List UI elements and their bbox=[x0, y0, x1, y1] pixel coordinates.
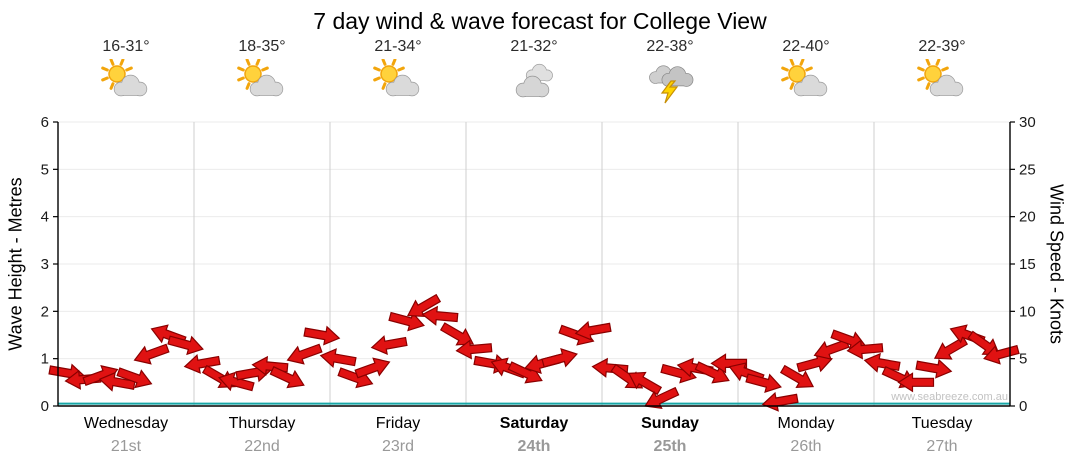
right-tick-label: 25 bbox=[1019, 161, 1036, 178]
wind-arrow bbox=[116, 367, 153, 389]
wind-arrow bbox=[319, 348, 357, 369]
wind-arrow bbox=[218, 371, 255, 392]
wind-arrow bbox=[710, 353, 748, 374]
left-tick-label: 1 bbox=[41, 351, 49, 368]
day-label: Tuesday 27th bbox=[874, 415, 1010, 456]
day-date: 21st bbox=[110, 438, 142, 455]
day-name: Wednesday bbox=[83, 415, 169, 432]
wind-arrow bbox=[863, 352, 901, 373]
sun-cloud-icon bbox=[194, 58, 330, 107]
wind-arrow bbox=[286, 343, 323, 365]
wind-arrow bbox=[354, 357, 391, 379]
day-label: Wednesday 21st bbox=[58, 415, 194, 456]
wind-arrow bbox=[269, 365, 305, 389]
day-header: 22-39° bbox=[874, 38, 1010, 107]
left-tick-label: 5 bbox=[41, 161, 49, 178]
sun-cloud-icon bbox=[330, 58, 466, 107]
day-header: 21-34° bbox=[330, 38, 466, 107]
day-name: Saturday bbox=[499, 415, 569, 432]
wind-arrow bbox=[183, 354, 221, 374]
wind-arrow bbox=[167, 335, 204, 356]
wind-arrow bbox=[846, 339, 884, 360]
right-tick-label: 5 bbox=[1019, 351, 1027, 368]
day-header: 16-31° bbox=[58, 38, 194, 107]
day-temp-range: 22-38° bbox=[646, 38, 694, 55]
wind-arrow bbox=[796, 352, 833, 373]
right-tick-label: 30 bbox=[1019, 114, 1036, 131]
right-tick-label: 15 bbox=[1019, 256, 1036, 273]
day-label: Thursday 22nd bbox=[194, 415, 330, 456]
cloud-icon bbox=[466, 59, 602, 107]
day-name: Monday bbox=[777, 415, 835, 432]
day-label: Sunday 25th bbox=[602, 415, 738, 456]
day-temp-range: 21-34° bbox=[374, 38, 422, 55]
day-date: 26th bbox=[790, 438, 822, 455]
day-header: 18-35° bbox=[194, 38, 330, 107]
day-date: 24th bbox=[517, 438, 551, 455]
day-date: 22nd bbox=[244, 438, 280, 455]
wind-arrow bbox=[388, 311, 425, 332]
page-title: 7 day wind & wave forecast for College V… bbox=[313, 8, 767, 34]
wind-arrow bbox=[574, 320, 612, 341]
day-date: 27th bbox=[926, 438, 958, 455]
sun-cloud-icon bbox=[874, 58, 1010, 107]
lightning-bolt bbox=[660, 80, 679, 104]
day-temp-range: 16-31° bbox=[102, 38, 150, 55]
sun-cloud-icon bbox=[58, 58, 194, 107]
wind-arrow bbox=[779, 364, 815, 389]
left-tick-label: 3 bbox=[41, 256, 49, 273]
wind-arrow bbox=[133, 343, 170, 365]
wind-arrow bbox=[421, 305, 459, 326]
wind-arrow bbox=[644, 386, 680, 410]
day-temp-range: 18-35° bbox=[238, 38, 286, 55]
day-label: Monday 26th bbox=[738, 415, 874, 456]
day-label: Friday 23rd bbox=[330, 415, 466, 456]
left-tick-label: 6 bbox=[41, 114, 49, 131]
wind-arrow bbox=[303, 325, 341, 346]
left-tick-label: 2 bbox=[41, 303, 49, 320]
day-name: Tuesday bbox=[911, 415, 973, 432]
right-tick-label: 10 bbox=[1019, 303, 1036, 320]
day-name: Sunday bbox=[641, 415, 699, 432]
wind-arrow bbox=[761, 391, 799, 412]
day-temp-range: 22-40° bbox=[782, 38, 830, 55]
wind-arrow bbox=[541, 348, 578, 368]
right-axis-title: Wind Speed - Knots bbox=[1046, 183, 1067, 345]
day-temp-range: 22-39° bbox=[918, 38, 966, 55]
watermark: www.seabreeze.com.au bbox=[891, 391, 1008, 403]
day-header: 22-40° bbox=[738, 38, 874, 107]
day-date: 23rd bbox=[381, 438, 415, 455]
left-tick-label: 0 bbox=[41, 398, 49, 415]
day-label: Saturday 24th bbox=[466, 415, 602, 456]
day-header: 21-32° bbox=[466, 38, 602, 107]
wind-arrow bbox=[915, 358, 953, 379]
day-date: 25th bbox=[653, 438, 687, 455]
wind-arrow bbox=[897, 372, 935, 393]
day-headers: 16-31° 18-35° 21-34° 21-32° 22-38° 22-40° 22-3… bbox=[58, 38, 1010, 107]
right-tick-label: 0 bbox=[1019, 398, 1027, 415]
day-name: Friday bbox=[375, 415, 421, 432]
storm-icon bbox=[602, 59, 738, 107]
wind-arrow bbox=[694, 361, 730, 384]
day-header: 22-38° bbox=[602, 38, 738, 107]
wind-arrow bbox=[745, 373, 782, 393]
left-tick-label: 4 bbox=[41, 209, 49, 226]
wind-arrow bbox=[627, 371, 663, 396]
left-axis-title: Wave Height - Metres bbox=[5, 177, 26, 351]
wind-arrow bbox=[370, 335, 408, 356]
sun-cloud-icon bbox=[738, 58, 874, 107]
wind-arrow bbox=[406, 293, 442, 318]
day-labels: Wednesday 21st Thursday 22nd Friday 23rd Satur… bbox=[58, 415, 1010, 456]
wind-arrow bbox=[455, 339, 493, 360]
day-name: Thursday bbox=[228, 415, 296, 432]
day-temp-range: 21-32° bbox=[510, 38, 558, 55]
right-tick-label: 20 bbox=[1019, 209, 1036, 226]
